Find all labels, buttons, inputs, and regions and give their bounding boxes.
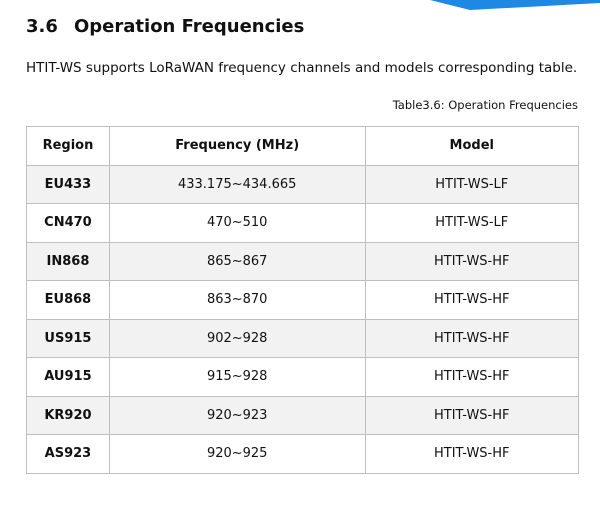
frequency-cell: 915~928	[108, 357, 366, 397]
table-row: EU868 863~870 HTIT-WS-HF	[26, 280, 579, 320]
model-cell: HTIT-WS-HF	[364, 280, 579, 320]
frequency-cell: 433.175~434.665	[108, 164, 366, 204]
table-row: AU915 915~928 HTIT-WS-HF	[26, 357, 579, 397]
table-row: KR920 920~923 HTIT-WS-HF	[26, 395, 579, 435]
section-heading: 3.6 Operation Frequencies	[26, 16, 304, 37]
model-cell: HTIT-WS-HF	[364, 357, 579, 397]
table-row: CN470 470~510 HTIT-WS-LF	[26, 203, 579, 243]
region-cell: EU433	[26, 164, 110, 204]
region-cell: US915	[26, 318, 110, 358]
region-cell: AS923	[26, 434, 110, 474]
model-cell: HTIT-WS-HF	[364, 395, 579, 435]
model-cell: HTIT-WS-LF	[364, 203, 579, 243]
frequency-table: Region Frequency (MHz) Model EU433 433.175~…	[26, 126, 579, 474]
header-cell: Region	[26, 126, 110, 166]
blue-stripe	[430, 0, 600, 10]
table-body: EU433 433.175~434.665 HTIT-WS-LF CN470 470~5…	[26, 164, 579, 474]
model-cell: HTIT-WS-HF	[364, 434, 579, 474]
region-cell: KR920	[26, 395, 110, 435]
intro-text: HTIT-WS supports LoRaWAN frequency chann…	[26, 60, 578, 76]
decoration	[430, 0, 600, 10]
header-cell: Frequency (MHz)	[108, 126, 366, 166]
table-row: US915 902~928 HTIT-WS-HF	[26, 318, 579, 358]
frequency-cell: 470~510	[108, 203, 366, 243]
table-caption: Table3.6: Operation Frequencies	[392, 98, 578, 112]
region-cell: CN470	[26, 203, 110, 243]
table-row: IN868 865~867 HTIT-WS-HF	[26, 241, 579, 281]
table-row: EU433 433.175~434.665 HTIT-WS-LF	[26, 164, 579, 204]
frequency-cell: 863~870	[108, 280, 366, 320]
model-cell: HTIT-WS-HF	[364, 318, 579, 358]
frequency-cell: 920~925	[108, 434, 366, 474]
frequency-cell: 865~867	[108, 241, 366, 281]
header-cell: Model	[364, 126, 579, 166]
section-title: Operation Frequencies	[74, 16, 305, 37]
region-cell: EU868	[26, 280, 110, 320]
table-row: AS923 920~925 HTIT-WS-HF	[26, 434, 579, 474]
frequency-cell: 902~928	[108, 318, 366, 358]
section-number: 3.6	[26, 16, 58, 37]
model-cell: HTIT-WS-HF	[364, 241, 579, 281]
region-cell: AU915	[26, 357, 110, 397]
frequency-cell: 920~923	[108, 395, 366, 435]
header-row: Region Frequency (MHz) Model	[26, 126, 579, 166]
region-cell: IN868	[26, 241, 110, 281]
model-cell: HTIT-WS-LF	[364, 164, 579, 204]
